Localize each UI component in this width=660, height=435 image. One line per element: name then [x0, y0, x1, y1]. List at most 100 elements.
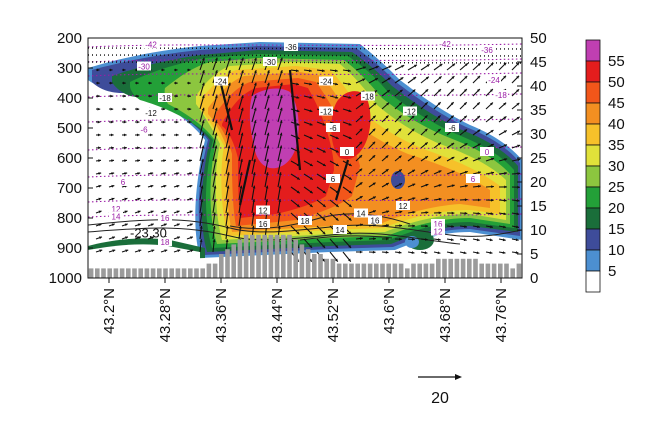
wind-vector-head: [372, 155, 376, 159]
terrain-bar: [367, 263, 373, 278]
black-dotted-line: [88, 61, 522, 64]
y-right-tick-label: 50: [530, 30, 547, 47]
wind-vector-head: [215, 57, 218, 61]
wind-vector-head: [200, 212, 203, 216]
wind-vector-head: [476, 238, 480, 242]
wind-vector-head: [411, 102, 415, 106]
wind-vector-head: [334, 69, 338, 73]
y-left-tick-label: 600: [57, 150, 82, 167]
wind-vector-head: [252, 172, 256, 176]
y-right-tick-label: 15: [530, 198, 547, 215]
wind-vector-head: [111, 172, 115, 175]
wind-vector-head: [398, 169, 402, 173]
wind-vector-head: [163, 184, 167, 188]
wind-vector-head: [98, 146, 101, 150]
wind-vector-head: [348, 204, 352, 207]
wind-vector: [264, 145, 269, 162]
reflectivity-shading: [88, 42, 522, 264]
wind-vector-head: [399, 196, 403, 200]
wind-vector-head: [188, 133, 192, 137]
wind-vector-head: [279, 107, 283, 111]
wind-vector-head: [279, 70, 283, 74]
wind-vector-head: [477, 63, 481, 66]
wind-vector-head: [424, 238, 428, 241]
wind-vector-head: [464, 170, 468, 174]
wind-vector-head: [123, 107, 127, 111]
wind-vector-head: [411, 251, 415, 255]
x-axis: 43.2°N 43.28°N 43.36°N 43.44°N 43.52°N 43.6°N…: [101, 278, 510, 342]
x-tick-label: 43.68°N: [437, 288, 454, 342]
wind-vector-head: [348, 245, 352, 248]
wind-reference-label: 20: [431, 390, 449, 407]
contour-label-bg: [214, 76, 228, 86]
colorbar-swatch: [585, 144, 601, 167]
wind-vector-head: [309, 109, 313, 113]
y-left-tick-label: 800: [57, 210, 82, 227]
terrain-bar: [219, 254, 224, 278]
wind-vector-head: [425, 170, 429, 173]
wind-vector-head: [359, 128, 363, 132]
wind-vector-head: [123, 81, 126, 85]
wind-vector-head: [201, 145, 205, 149]
wind-vector-head: [296, 204, 300, 207]
colorbar-label: 20: [608, 200, 625, 217]
wind-vector-head: [463, 102, 467, 106]
wind-vector-head: [411, 142, 415, 146]
wind-vector-head: [238, 225, 242, 229]
contour-label: 16: [371, 216, 380, 225]
wind-vector-head: [162, 81, 165, 85]
wind-vector-head: [516, 89, 520, 93]
terrain-bar: [429, 263, 435, 278]
wind-vector-head: [463, 115, 467, 119]
wind-vector-head: [362, 66, 366, 70]
wind-vector-head: [227, 132, 231, 136]
wind-vector-head: [386, 210, 390, 214]
wind-vector-head: [359, 155, 363, 158]
wind-vector-head: [373, 237, 376, 241]
wind-vector-head: [503, 225, 506, 229]
wind-vector-head: [398, 155, 402, 159]
contour-label: -30: [138, 63, 150, 72]
contour-label: -42: [145, 41, 157, 50]
contour-label: 6: [471, 175, 476, 184]
wind-vector-head: [279, 82, 283, 86]
terrain-bar: [107, 268, 112, 278]
wind-vector: [251, 145, 256, 162]
wind-vector-head: [335, 204, 339, 207]
wind-vector-head: [227, 95, 231, 99]
wind-vector-head: [214, 132, 218, 136]
contour-label: 0: [485, 148, 490, 157]
terrain-bar: [405, 268, 410, 278]
wind-vector-head: [252, 185, 256, 189]
wind-vector-head: [240, 158, 243, 162]
wind-vector-head: [359, 168, 363, 172]
wind-vector: [238, 145, 243, 162]
contour-label: 14: [336, 226, 345, 235]
wind-vector-head: [296, 109, 300, 113]
wind-vector-head: [477, 129, 481, 133]
contour-label: -6: [329, 124, 337, 133]
wind-vector-head: [296, 122, 300, 126]
contour-label-bg: [403, 106, 417, 116]
wind-vector-head: [97, 120, 101, 124]
wind-vector-head: [437, 102, 441, 106]
wind-vector-head: [322, 217, 326, 221]
wind-vector-head: [387, 77, 391, 81]
wind-vector-head: [227, 145, 231, 149]
wind-vector-head: [322, 163, 326, 166]
wind-vector-head: [201, 132, 205, 136]
wind-vector-head: [452, 63, 456, 67]
colorbar-swatch: [585, 228, 601, 251]
wind-vector-head: [111, 146, 114, 150]
wind-vector-head: [438, 197, 442, 201]
wind-vector-head: [308, 69, 312, 73]
wind-vector-head: [489, 251, 493, 255]
wind-vector-head: [516, 116, 520, 120]
wind-vector-head: [373, 210, 376, 213]
terrain-bar: [504, 263, 509, 278]
terrain-bar: [175, 268, 181, 278]
wind-vector-head: [401, 65, 405, 68]
terrain-bar: [479, 263, 484, 278]
wind-vector-head: [123, 94, 126, 98]
wind-vector-head: [278, 185, 282, 189]
